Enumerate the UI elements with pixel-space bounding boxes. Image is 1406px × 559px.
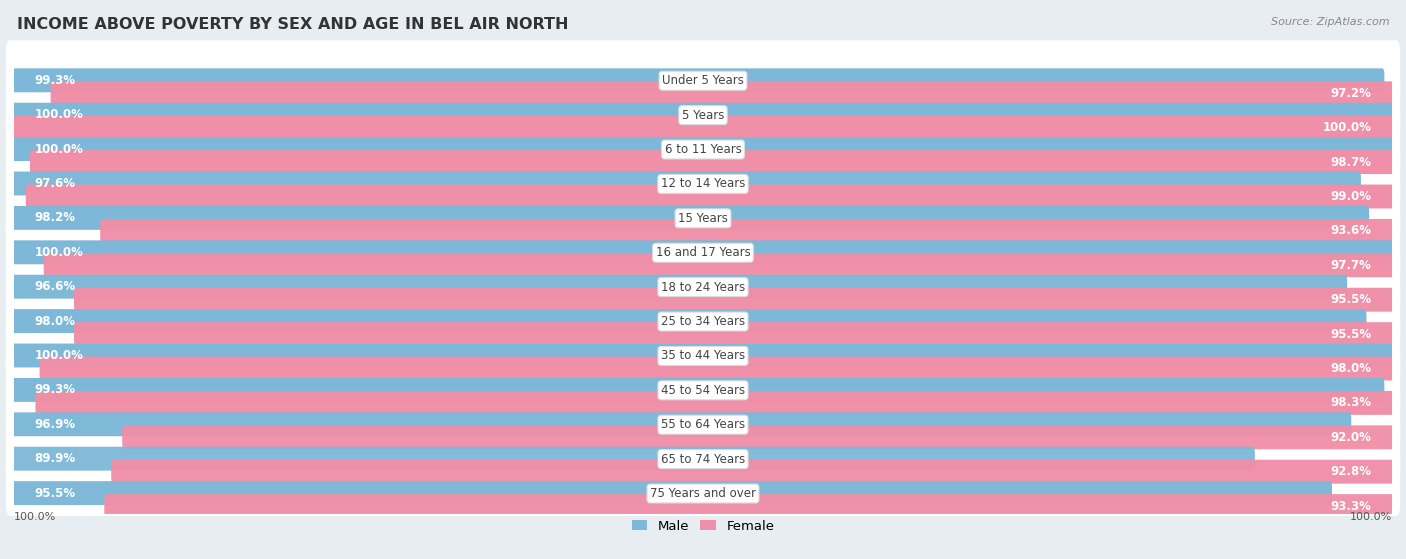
FancyBboxPatch shape <box>100 219 1393 243</box>
Text: 96.6%: 96.6% <box>35 280 76 293</box>
FancyBboxPatch shape <box>13 413 1351 436</box>
Text: 97.2%: 97.2% <box>1330 87 1371 100</box>
Text: Under 5 Years: Under 5 Years <box>662 74 744 87</box>
FancyBboxPatch shape <box>111 459 1393 484</box>
Text: 99.3%: 99.3% <box>35 74 76 87</box>
FancyBboxPatch shape <box>6 40 1400 103</box>
Text: 12 to 14 Years: 12 to 14 Years <box>661 177 745 191</box>
Text: INCOME ABOVE POVERTY BY SEX AND AGE IN BEL AIR NORTH: INCOME ABOVE POVERTY BY SEX AND AGE IN B… <box>17 17 568 32</box>
FancyBboxPatch shape <box>6 247 1400 310</box>
Text: 93.6%: 93.6% <box>1330 224 1371 238</box>
FancyBboxPatch shape <box>51 82 1393 105</box>
Text: 16 and 17 Years: 16 and 17 Years <box>655 246 751 259</box>
FancyBboxPatch shape <box>122 425 1393 449</box>
Text: 75 Years and over: 75 Years and over <box>650 487 756 500</box>
FancyBboxPatch shape <box>6 350 1400 413</box>
Text: 35 to 44 Years: 35 to 44 Years <box>661 349 745 362</box>
Text: 95.5%: 95.5% <box>1330 328 1371 340</box>
Text: 100.0%: 100.0% <box>35 108 83 121</box>
Text: 100.0%: 100.0% <box>35 349 83 362</box>
Text: 100.0%: 100.0% <box>14 512 56 522</box>
Text: 99.3%: 99.3% <box>35 383 76 396</box>
FancyBboxPatch shape <box>6 212 1400 275</box>
FancyBboxPatch shape <box>75 322 1393 346</box>
FancyBboxPatch shape <box>6 419 1400 481</box>
Text: 65 to 74 Years: 65 to 74 Years <box>661 453 745 466</box>
Text: 95.5%: 95.5% <box>1330 293 1371 306</box>
Text: 92.0%: 92.0% <box>1330 431 1371 444</box>
Text: 92.8%: 92.8% <box>1330 465 1371 478</box>
FancyBboxPatch shape <box>13 481 1331 505</box>
Text: 98.2%: 98.2% <box>35 211 76 224</box>
FancyBboxPatch shape <box>6 109 1400 172</box>
FancyBboxPatch shape <box>104 494 1393 518</box>
Text: 97.7%: 97.7% <box>1330 259 1371 272</box>
FancyBboxPatch shape <box>35 391 1393 415</box>
FancyBboxPatch shape <box>6 281 1400 344</box>
FancyBboxPatch shape <box>13 378 1385 402</box>
Legend: Male, Female: Male, Female <box>626 514 780 538</box>
Text: 100.0%: 100.0% <box>35 143 83 155</box>
FancyBboxPatch shape <box>25 184 1393 209</box>
FancyBboxPatch shape <box>13 309 1367 333</box>
Text: 5 Years: 5 Years <box>682 108 724 122</box>
Text: 25 to 34 Years: 25 to 34 Years <box>661 315 745 328</box>
FancyBboxPatch shape <box>39 357 1393 381</box>
FancyBboxPatch shape <box>13 103 1393 127</box>
FancyBboxPatch shape <box>13 344 1393 367</box>
FancyBboxPatch shape <box>6 144 1400 206</box>
Text: 100.0%: 100.0% <box>1350 512 1392 522</box>
FancyBboxPatch shape <box>13 172 1361 196</box>
FancyBboxPatch shape <box>13 206 1369 230</box>
Text: 18 to 24 Years: 18 to 24 Years <box>661 281 745 293</box>
FancyBboxPatch shape <box>13 447 1254 471</box>
Text: 55 to 64 Years: 55 to 64 Years <box>661 418 745 431</box>
Text: 96.9%: 96.9% <box>35 418 76 431</box>
Text: 6 to 11 Years: 6 to 11 Years <box>665 143 741 156</box>
Text: 98.0%: 98.0% <box>35 315 76 328</box>
Text: 15 Years: 15 Years <box>678 212 728 225</box>
FancyBboxPatch shape <box>6 453 1400 516</box>
Text: 89.9%: 89.9% <box>35 452 76 465</box>
Text: 97.6%: 97.6% <box>35 177 76 190</box>
FancyBboxPatch shape <box>30 150 1393 174</box>
FancyBboxPatch shape <box>6 384 1400 447</box>
FancyBboxPatch shape <box>13 274 1347 299</box>
Text: 45 to 54 Years: 45 to 54 Years <box>661 384 745 397</box>
Text: 100.0%: 100.0% <box>35 246 83 259</box>
Text: 93.3%: 93.3% <box>1330 500 1371 513</box>
FancyBboxPatch shape <box>6 315 1400 378</box>
Text: 98.7%: 98.7% <box>1330 155 1371 169</box>
FancyBboxPatch shape <box>44 253 1393 277</box>
FancyBboxPatch shape <box>6 75 1400 138</box>
FancyBboxPatch shape <box>75 288 1393 312</box>
Text: 99.0%: 99.0% <box>1330 190 1371 203</box>
FancyBboxPatch shape <box>6 178 1400 241</box>
Text: 98.3%: 98.3% <box>1330 396 1371 409</box>
FancyBboxPatch shape <box>13 240 1393 264</box>
Text: 100.0%: 100.0% <box>1323 121 1371 134</box>
Text: Source: ZipAtlas.com: Source: ZipAtlas.com <box>1271 17 1389 27</box>
FancyBboxPatch shape <box>13 68 1385 92</box>
Text: 95.5%: 95.5% <box>35 486 76 500</box>
Text: 98.0%: 98.0% <box>1330 362 1371 375</box>
FancyBboxPatch shape <box>13 116 1393 140</box>
FancyBboxPatch shape <box>13 137 1393 161</box>
